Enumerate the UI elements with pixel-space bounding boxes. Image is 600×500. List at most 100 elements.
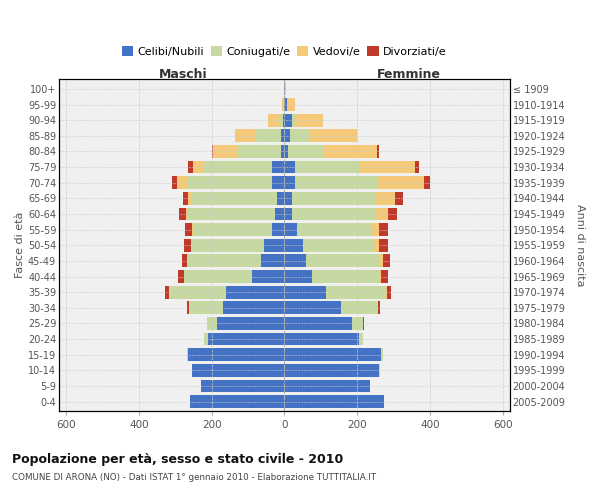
Bar	[179, 208, 186, 220]
Bar	[292, 192, 376, 204]
Bar	[188, 176, 272, 189]
Bar	[188, 254, 261, 268]
Bar	[295, 114, 323, 126]
Bar	[284, 160, 295, 173]
Bar	[190, 395, 284, 408]
Bar	[272, 160, 284, 173]
Bar	[184, 239, 191, 252]
Bar	[191, 239, 265, 252]
Bar	[251, 270, 284, 283]
Bar	[377, 302, 378, 314]
Bar	[381, 348, 383, 361]
Bar	[182, 192, 188, 204]
Bar	[377, 145, 379, 158]
Bar	[226, 286, 284, 298]
Bar	[284, 114, 292, 126]
Bar	[284, 286, 326, 298]
Bar	[185, 223, 193, 236]
Bar	[235, 130, 256, 142]
Bar	[282, 98, 284, 111]
Bar	[290, 130, 310, 142]
Bar	[302, 239, 374, 252]
Bar	[178, 270, 184, 283]
Bar	[395, 192, 403, 204]
Bar	[284, 82, 285, 96]
Bar	[189, 302, 190, 314]
Bar	[388, 208, 397, 220]
Bar	[284, 176, 295, 189]
Legend: Celibi/Nubili, Coniugati/e, Vedovi/e, Divorziati/e: Celibi/Nubili, Coniugati/e, Vedovi/e, Di…	[118, 42, 451, 62]
Bar	[311, 270, 379, 283]
Bar	[297, 223, 372, 236]
Bar	[287, 98, 288, 111]
Bar	[288, 145, 325, 158]
Y-axis label: Fasce di età: Fasce di età	[15, 212, 25, 278]
Bar	[379, 364, 380, 376]
Bar	[187, 254, 188, 268]
Bar	[184, 270, 251, 283]
Bar	[281, 145, 284, 158]
Bar	[214, 145, 237, 158]
Bar	[379, 239, 388, 252]
Bar	[284, 254, 306, 268]
Bar	[341, 302, 377, 314]
Bar	[212, 145, 214, 158]
Text: Maschi: Maschi	[158, 68, 207, 81]
Bar	[208, 317, 217, 330]
Bar	[203, 332, 205, 345]
Bar	[279, 114, 283, 126]
Bar	[275, 208, 284, 220]
Bar	[187, 302, 189, 314]
Bar	[295, 176, 377, 189]
Bar	[284, 98, 287, 111]
Bar	[325, 145, 377, 158]
Bar	[205, 160, 272, 173]
Bar	[283, 114, 284, 126]
Bar	[190, 302, 223, 314]
Bar	[377, 176, 424, 189]
Bar	[306, 254, 379, 268]
Bar	[372, 223, 379, 236]
Bar	[284, 145, 288, 158]
Bar	[208, 332, 284, 345]
Bar	[188, 192, 191, 204]
Bar	[424, 176, 430, 189]
Bar	[284, 364, 379, 376]
Bar	[170, 286, 226, 298]
Bar	[188, 208, 275, 220]
Bar	[284, 208, 292, 220]
Bar	[388, 286, 391, 298]
Bar	[272, 176, 284, 189]
Bar	[284, 130, 290, 142]
Bar	[362, 332, 364, 345]
Bar	[284, 192, 292, 204]
Bar	[285, 82, 286, 96]
Bar	[217, 317, 284, 330]
Bar	[272, 223, 284, 236]
Bar	[191, 192, 277, 204]
Bar	[265, 239, 284, 252]
Bar	[374, 239, 379, 252]
Bar	[223, 302, 284, 314]
Bar	[205, 332, 208, 345]
Bar	[310, 130, 357, 142]
Bar	[201, 380, 284, 392]
Bar	[386, 286, 388, 298]
Text: COMUNE DI ARONA (NO) - Dati ISTAT 1° gennaio 2010 - Elaborazione TUTTITALIA.IT: COMUNE DI ARONA (NO) - Dati ISTAT 1° gen…	[12, 472, 376, 482]
Bar	[284, 395, 385, 408]
Bar	[326, 286, 386, 298]
Y-axis label: Anni di nascita: Anni di nascita	[575, 204, 585, 286]
Bar	[191, 364, 284, 376]
Bar	[284, 302, 341, 314]
Bar	[383, 254, 390, 268]
Bar	[362, 317, 364, 330]
Bar	[352, 317, 362, 330]
Bar	[256, 130, 281, 142]
Bar	[284, 348, 381, 361]
Bar	[284, 223, 297, 236]
Bar	[188, 348, 284, 361]
Bar	[261, 254, 284, 268]
Bar	[359, 160, 415, 173]
Bar	[378, 302, 380, 314]
Bar	[415, 160, 419, 173]
